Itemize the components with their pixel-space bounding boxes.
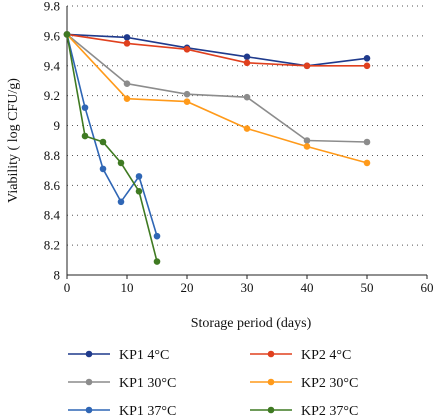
legend-item-5: KP1 37°C: [68, 404, 176, 416]
series-1: [63, 31, 371, 70]
data-point: [99, 165, 107, 173]
y-tick-label: 9: [54, 118, 61, 133]
x-tick-label: 0: [64, 280, 71, 295]
x-tick-label: 40: [301, 280, 314, 295]
x-tick-label: 10: [121, 280, 134, 295]
legend-label: KP2 30°C: [301, 376, 358, 391]
legend-swatch-marker: [267, 406, 275, 414]
data-point: [243, 59, 251, 67]
data-point: [183, 46, 191, 53]
data-point: [363, 159, 371, 167]
y-tick-label: 8.4: [44, 208, 61, 223]
y-tick-label: 9.6: [44, 28, 61, 43]
series-line: [66, 34, 158, 262]
x-tick-label: 20: [181, 280, 194, 295]
data-point: [123, 80, 131, 88]
x-ticks-layer: 0 10 20 30 40 50 60: [64, 275, 434, 295]
data-point: [81, 132, 89, 140]
legend-label: KP1 4°C: [119, 348, 169, 363]
data-point: [135, 188, 143, 195]
data-point: [117, 198, 125, 206]
legend-item-6: KP2 37°C: [250, 404, 358, 416]
series-5: [63, 31, 161, 240]
legend-item-2: KP2 4°C: [250, 348, 351, 363]
data-point: [303, 62, 311, 70]
data-point: [81, 104, 89, 111]
x-tick-label: 30: [241, 280, 254, 295]
legend-label: KP1 37°C: [119, 404, 176, 416]
y-tick-label: 9.2: [44, 88, 60, 103]
series-line: [66, 33, 368, 164]
data-point: [363, 55, 371, 62]
data-point: [123, 34, 131, 41]
data-point: [99, 138, 107, 146]
legend-swatch-marker: [85, 406, 93, 414]
series-line: [66, 33, 368, 67]
y-tick-label: 8.2: [44, 238, 60, 253]
y-tick-label: 8: [54, 268, 61, 283]
axes-layer: [66, 6, 427, 276]
series-line: [66, 34, 158, 237]
x-tick-label: 60: [421, 280, 434, 295]
data-point: [303, 137, 311, 144]
data-point: [243, 53, 251, 61]
legend-swatch-marker: [85, 350, 93, 358]
data-point: [243, 93, 251, 101]
data-point: [363, 138, 371, 146]
y-ticks-layer: 8 8.2 8.4 8.6 8.8 9 9.2 9.4 9.6 9.8: [44, 0, 61, 283]
legend: KP1 4°C KP2 4°C KP1 30°C KP2 30°C KP1 37°C KP…: [68, 348, 358, 416]
series-line: [66, 33, 367, 67]
data-point: [183, 98, 191, 105]
data-point: [123, 40, 131, 47]
y-tick-label: 9.4: [44, 58, 61, 73]
x-axis-title: Storage period (days): [191, 316, 312, 331]
legend-item-4: KP2 30°C: [250, 376, 358, 391]
data-point: [153, 258, 161, 265]
data-point: [183, 90, 191, 98]
data-point: [135, 173, 143, 180]
data-point: [117, 159, 125, 167]
legend-swatch-marker: [85, 378, 93, 386]
data-point: [303, 143, 311, 150]
legend-item-1: KP1 4°C: [68, 348, 169, 363]
legend-swatch-marker: [267, 350, 275, 358]
y-tick-label: 8.8: [44, 148, 60, 163]
series-line: [66, 33, 368, 143]
data-point: [243, 125, 251, 132]
y-axis-title: Viability ( log CFU/g): [6, 78, 21, 203]
legend-label: KP1 30°C: [119, 376, 176, 391]
data-point: [63, 31, 71, 38]
series-3: [63, 31, 371, 146]
series-6: [63, 31, 161, 265]
data-point: [123, 95, 131, 102]
data-point: [153, 232, 161, 240]
data-point: [363, 62, 371, 70]
series-4: [63, 31, 371, 167]
y-tick-label: 9.8: [44, 0, 60, 14]
legend-label: KP2 37°C: [301, 404, 358, 416]
legend-item-3: KP1 30°C: [68, 376, 176, 391]
legend-swatch-marker: [267, 378, 275, 386]
series-layer: [63, 31, 371, 265]
x-tick-label: 50: [361, 280, 374, 295]
y-tick-label: 8.6: [44, 178, 61, 193]
legend-label: KP2 4°C: [301, 348, 351, 363]
